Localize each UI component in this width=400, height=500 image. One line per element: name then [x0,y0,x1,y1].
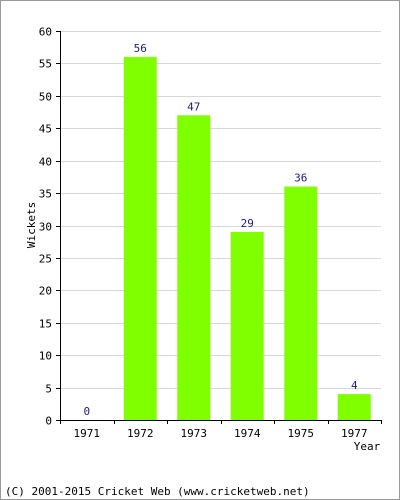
y-tick-label: 50 [39,91,52,104]
y-tick-label: 20 [39,285,52,298]
data-label: 29 [241,217,254,230]
axes [56,31,382,424]
y-tick-label: 5 [45,383,52,396]
y-tick-label: 15 [39,318,52,331]
y-tick-label: 60 [39,26,52,39]
data-label: 47 [187,100,200,113]
y-axis-title: Wickets [25,202,38,248]
y-tick-label: 55 [39,58,52,71]
data-label: 36 [294,172,307,185]
data-label: 4 [351,379,358,392]
x-tick-label: 1973 [181,427,208,440]
y-tick-label: 35 [39,188,52,201]
y-tick-label: 25 [39,253,52,266]
x-tick-label: 1975 [288,427,315,440]
data-label: 56 [134,42,147,55]
bar [177,115,211,421]
x-tick-label: 1971 [74,427,101,440]
y-tick-label: 10 [39,350,52,363]
bar [123,56,157,420]
gridlines [60,31,381,389]
x-tick-label: 1974 [234,427,261,440]
bar [284,186,318,420]
labels: 0 5 10 15 20 25 30 35 40 45 50 55 60 1971 0 1972 56 1973 4… [39,26,368,441]
x-axis-title: Year [354,440,381,453]
bars [123,56,371,421]
y-tick-label: 0 [45,415,52,428]
y-tick-label: 40 [39,156,52,169]
bar [230,231,264,420]
bar [337,394,371,420]
copyright-footer: (C) 2001-2015 Cricket Web (www.cricketwe… [5,485,310,498]
x-tick-label: 1972 [127,427,154,440]
y-tick-label: 30 [39,221,52,234]
x-tick-label: 1977 [341,427,368,440]
data-label: 0 [83,405,90,418]
y-tick-label: 45 [39,123,52,136]
